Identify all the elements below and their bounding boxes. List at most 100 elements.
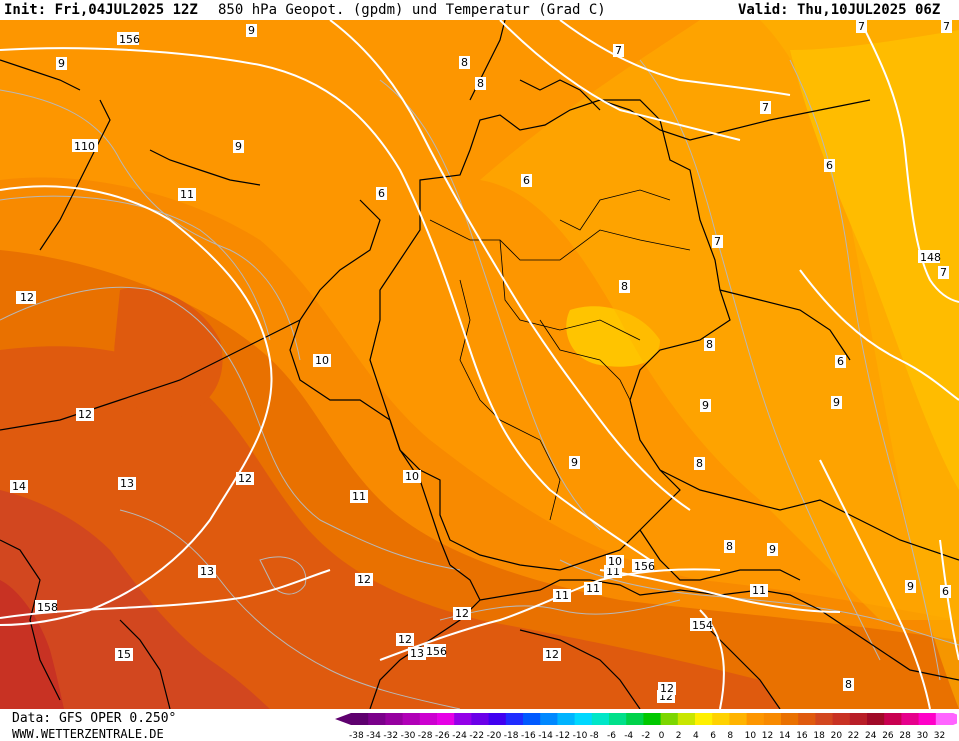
temperature-label-bg [938,266,949,279]
temperature-label: 8 [621,280,628,293]
temperature-label-bg [941,20,952,33]
temperature-label: 8 [845,678,852,691]
scale-tick-label: -4 [624,731,633,740]
temperature-label: 6 [942,585,949,598]
scale-tick-label: 10 [745,731,757,740]
weather-map: 156 148 110 158 156 156 154 999867867677… [0,20,959,709]
scale-tick-label: 30 [917,731,929,740]
scale-swatch [574,713,593,725]
scale-tick-label: -30 [401,731,416,740]
temperature-label: 9 [769,543,776,556]
temperature-label-bg [459,56,470,69]
scale-swatch [540,713,558,725]
geopotential-label: 156 [634,560,655,573]
scale-tick-label: 12 [762,731,773,740]
valid-time: Valid: Thu,10JUL2025 06Z [738,2,941,18]
temperature-label: 7 [615,44,622,57]
scale-swatch [918,713,937,725]
temperature-label-bg [475,77,486,90]
scale-swatch [901,713,920,725]
scale-swatch [471,713,490,725]
temperature-label-bg [569,456,580,469]
temperature-label-bg [553,589,571,602]
temperature-label-bg [408,647,426,660]
temperature-label: 9 [833,396,840,409]
temperature-label: 11 [352,490,366,503]
geopotential-label: 156 [119,33,140,46]
scale-swatch [557,713,576,725]
scale-swatch [677,713,696,725]
temperature-label-bg [521,174,532,187]
temperature-label: 8 [706,338,713,351]
scale-swatch [712,713,730,725]
temp-area-central-cool [566,306,660,367]
temperature-label: 11 [752,584,766,597]
temperature-label-bg [606,555,624,568]
temperature-label: 10 [315,354,329,367]
scale-tick-label: 26 [882,731,894,740]
temperature-label-bg [767,543,778,556]
country-borders [0,20,959,709]
temperature-label: 13 [120,477,134,490]
temperature-label-bg [831,396,842,409]
temperature-label-bg [658,682,676,695]
map-title: 850 hPa Geopot. (gpdm) und Temperatur (G… [218,2,606,18]
geopotential-label: 156 [426,645,447,658]
temperature-label-bg [584,582,602,595]
temperature-label: 9 [907,580,914,593]
scale-swatch [626,713,644,725]
temperature-label: 12 [660,682,674,695]
temperature-label: 13 [200,565,214,578]
scale-swatch [419,713,438,725]
scale-tick-label: 2 [676,731,682,740]
temperature-label-bg [313,354,331,367]
temperature-label: 9 [58,57,65,70]
temperature-label-bg [543,648,561,661]
init-time: Init: Fri,04JUL2025 12Z [4,2,198,18]
temperature-label: 14 [12,480,26,493]
temperature-label: 9 [248,24,255,37]
temperature-label-bg [856,20,867,33]
scale-swatch [746,713,765,725]
scale-swatch [643,713,662,725]
scale-tick-label: 32 [934,731,945,740]
scale-arrow-left [335,713,351,725]
scale-arrow-right [953,713,957,725]
temperature-label-bg [115,648,133,661]
temperature-label: 7 [858,20,865,33]
temperature-label: 8 [461,56,468,69]
scale-tick-label: -34 [366,731,381,740]
temperature-label-bg [824,159,835,172]
temperature-label: 10 [405,470,419,483]
temperature-label-bg [905,580,916,593]
scale-swatch [505,713,524,725]
scale-swatch [849,713,868,725]
temperature-label: 6 [523,174,530,187]
scale-swatch [695,713,713,725]
temperature-label-bg [843,678,854,691]
temperature-label-bg [940,585,951,598]
temperature-label: 12 [545,648,559,661]
temperature-label: 6 [826,159,833,172]
temperature-label: 12 [238,472,252,485]
scale-swatch [884,713,902,725]
temperature-label: 7 [940,266,947,279]
temperature-label: 6 [378,187,385,200]
temperature-label: 7 [714,235,721,248]
scale-tick-label: -20 [487,731,502,740]
temperature-label-bg [18,291,36,304]
temperature-label-bg [694,457,705,470]
temperature-label-bg [10,480,28,493]
scale-tick-label: 20 [831,731,843,740]
map-header: Init: Fri,04JUL2025 12Z 850 hPa Geopot. … [0,0,959,20]
scale-tick-label: -18 [504,731,519,740]
scale-tick-label: 6 [710,731,716,740]
temperature-label-bg [724,540,735,553]
scale-tick-label: -10 [573,731,588,740]
temperature-label: 13 [410,647,424,660]
temperature-isotherms [0,59,959,709]
scale-tick-label: 22 [848,731,859,740]
scale-swatch [368,713,386,725]
temperature-label: 7 [943,20,950,33]
